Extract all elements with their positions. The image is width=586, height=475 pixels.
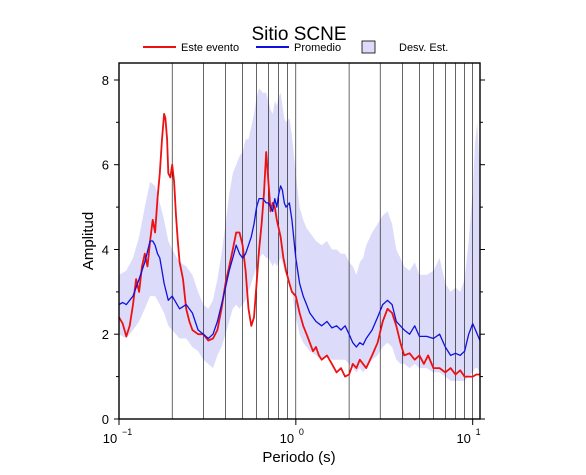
x-axis-label: Periodo (s) bbox=[262, 449, 335, 466]
plot-area: 0 2 4 6 8 10 −1 10 0 10 1 bbox=[102, 62, 485, 446]
gridlines bbox=[171, 63, 474, 419]
x-tick-label: 10 bbox=[456, 431, 470, 446]
y-tick-label: 4 bbox=[102, 242, 109, 257]
y-axis-label: Amplitud bbox=[80, 212, 97, 270]
axis-ticks: 0 2 4 6 8 10 −1 10 0 10 1 bbox=[102, 73, 485, 446]
legend-swatch-desv-est bbox=[361, 40, 376, 54]
y-tick-label: 8 bbox=[102, 73, 109, 88]
legend-label-este-evento: Este evento bbox=[181, 42, 239, 54]
x-tick-exponent: −1 bbox=[122, 427, 132, 437]
legend: Este evento Promedio Desv. Est. bbox=[143, 40, 448, 54]
y-tick-label: 0 bbox=[102, 412, 109, 427]
series-line-promedio bbox=[118, 185, 481, 357]
plot-frame bbox=[118, 62, 481, 420]
chart-title: Sitio SCNE bbox=[251, 24, 346, 45]
x-tick-exponent: 1 bbox=[476, 427, 481, 437]
x-tick-label: 10 bbox=[280, 431, 294, 446]
legend-label-desv-est: Desv. Est. bbox=[399, 42, 448, 54]
x-tick-exponent: 0 bbox=[299, 427, 304, 437]
x-tick-label: 10 bbox=[103, 431, 117, 446]
series-line-este-evento bbox=[118, 113, 480, 378]
y-tick-label: 6 bbox=[102, 158, 109, 173]
legend-label-promedio: Promedio bbox=[294, 42, 341, 54]
y-tick-label: 2 bbox=[102, 327, 109, 342]
std-dev-band bbox=[119, 88, 480, 381]
